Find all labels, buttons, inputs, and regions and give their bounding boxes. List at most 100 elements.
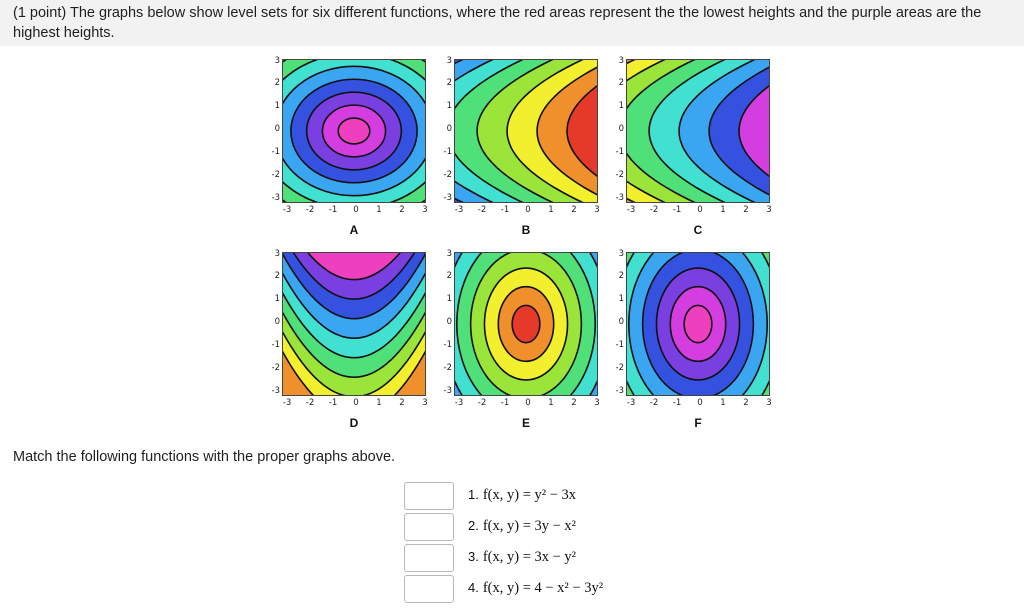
function-label-4: 4. f(x, y) = 4 − x² − 3y² (468, 580, 603, 597)
y-tick: -3 (271, 193, 280, 203)
contour-svg (627, 60, 769, 202)
y-tick: 2 (618, 78, 624, 88)
function-number: 4. (468, 580, 479, 595)
x-axis-ticks: -3 -2 -1 0 1 2 3 (276, 398, 434, 410)
x-tick: -2 (477, 205, 487, 215)
y-tick: 0 (618, 124, 624, 134)
contour-plot (282, 252, 426, 396)
function-formula: f(x, y) = 4 − x² − 3y² (482, 580, 604, 596)
y-tick: -3 (615, 386, 624, 396)
answer-input-1[interactable] (404, 482, 454, 510)
x-tick: -2 (649, 398, 659, 408)
x-tick: 2 (571, 398, 577, 408)
x-axis-ticks: -3 -2 -1 0 1 2 3 (620, 205, 778, 217)
x-tick: 0 (353, 398, 359, 408)
y-tick: 1 (274, 101, 280, 111)
function-number: 3. (468, 549, 479, 564)
x-tick: 2 (743, 398, 749, 408)
function-number: 1. (468, 487, 479, 502)
y-tick: 2 (446, 78, 452, 88)
y-tick: -1 (271, 340, 280, 350)
x-tick: 2 (399, 205, 405, 215)
x-axis-ticks: -3 -2 -1 0 1 2 3 (448, 398, 606, 410)
contour-svg (627, 253, 769, 395)
x-tick: 2 (743, 205, 749, 215)
contour-svg (283, 60, 425, 202)
y-tick: 3 (618, 56, 624, 66)
x-tick: -3 (454, 205, 464, 215)
x-tick: 0 (697, 205, 703, 215)
answer-row-4: 4. f(x, y) = 4 − x² − 3y² (404, 575, 704, 605)
answer-input-3[interactable] (404, 544, 454, 572)
x-tick: 1 (548, 205, 554, 215)
x-tick: -1 (328, 398, 338, 408)
answer-row-3: 3. f(x, y) = 3x − y² (404, 544, 704, 574)
y-tick: -2 (615, 363, 624, 373)
question-header: (1 point) The graphs below show level se… (0, 0, 1024, 46)
y-tick: 0 (274, 317, 280, 327)
graph-label: C (693, 223, 703, 237)
function-formula: f(x, y) = 3x − y² (482, 549, 577, 565)
y-tick: -1 (443, 340, 452, 350)
y-tick: 2 (274, 78, 280, 88)
x-tick: -3 (626, 398, 636, 408)
x-tick: 0 (525, 205, 531, 215)
y-tick: -1 (271, 147, 280, 157)
x-tick: -1 (328, 205, 338, 215)
graph-a: 3 2 1 0 -1 -2 -3 -3 -2 -1 0 1 2 3 A (272, 56, 442, 239)
y-tick: 2 (274, 271, 280, 281)
graph-label: A (349, 223, 359, 237)
y-tick: 2 (446, 271, 452, 281)
x-tick: 2 (571, 205, 577, 215)
y-tick: -3 (443, 193, 452, 203)
graph-label: B (521, 223, 531, 237)
x-tick: -2 (305, 205, 315, 215)
graph-label: D (349, 416, 359, 430)
x-axis-ticks: -3 -2 -1 0 1 2 3 (620, 398, 778, 410)
y-tick: -3 (615, 193, 624, 203)
answer-input-2[interactable] (404, 513, 454, 541)
graph-c: 3 2 1 0 -1 -2 -3 -3 -2 -1 0 1 2 3 C (616, 56, 786, 239)
y-tick: -2 (443, 170, 452, 180)
answer-row-1: 1. f(x, y) = y² − 3x (404, 482, 704, 512)
y-tick: 2 (618, 271, 624, 281)
x-tick: 1 (376, 398, 382, 408)
x-tick: 0 (525, 398, 531, 408)
x-tick: -3 (626, 205, 636, 215)
x-tick: 3 (766, 205, 772, 215)
function-label-3: 3. f(x, y) = 3x − y² (468, 549, 576, 566)
graph-d: 3 2 1 0 -1 -2 -3 -3 -2 -1 0 1 2 3 D (272, 249, 442, 432)
graph-e: 3 2 1 0 -1 -2 -3 -3 -2 -1 0 1 2 3 E (444, 249, 614, 432)
contour-plot (282, 59, 426, 203)
contour-svg (283, 253, 425, 395)
y-tick: 1 (446, 101, 452, 111)
contour-svg (455, 60, 597, 202)
y-tick: -1 (615, 340, 624, 350)
x-tick: -2 (477, 398, 487, 408)
y-tick: 3 (446, 249, 452, 259)
x-tick: 0 (353, 205, 359, 215)
x-tick: -1 (500, 398, 510, 408)
graph-label: E (521, 416, 530, 430)
x-tick: -1 (672, 205, 682, 215)
graph-f: 3 2 1 0 -1 -2 -3 -3 -2 -1 0 1 2 3 F (616, 249, 786, 432)
answer-row-2: 2. f(x, y) = 3y − x² (404, 513, 704, 543)
x-tick: -1 (672, 398, 682, 408)
y-tick: 0 (274, 124, 280, 134)
x-axis-ticks: -3 -2 -1 0 1 2 3 (448, 205, 606, 217)
y-tick: -2 (615, 170, 624, 180)
answer-input-4[interactable] (404, 575, 454, 603)
y-tick: 3 (274, 56, 280, 66)
y-tick: 0 (446, 124, 452, 134)
x-tick: -1 (500, 205, 510, 215)
problem-statement: (1 point) The graphs below show level se… (13, 5, 982, 41)
x-tick: 3 (594, 205, 600, 215)
x-tick: 3 (422, 398, 428, 408)
y-tick: -1 (615, 147, 624, 157)
y-tick: 1 (274, 294, 280, 304)
x-tick: -3 (282, 205, 292, 215)
function-formula: f(x, y) = 3y − x² (482, 518, 577, 534)
function-label-2: 2. f(x, y) = 3y − x² (468, 518, 576, 535)
x-tick: 1 (720, 205, 726, 215)
x-tick: 1 (548, 398, 554, 408)
